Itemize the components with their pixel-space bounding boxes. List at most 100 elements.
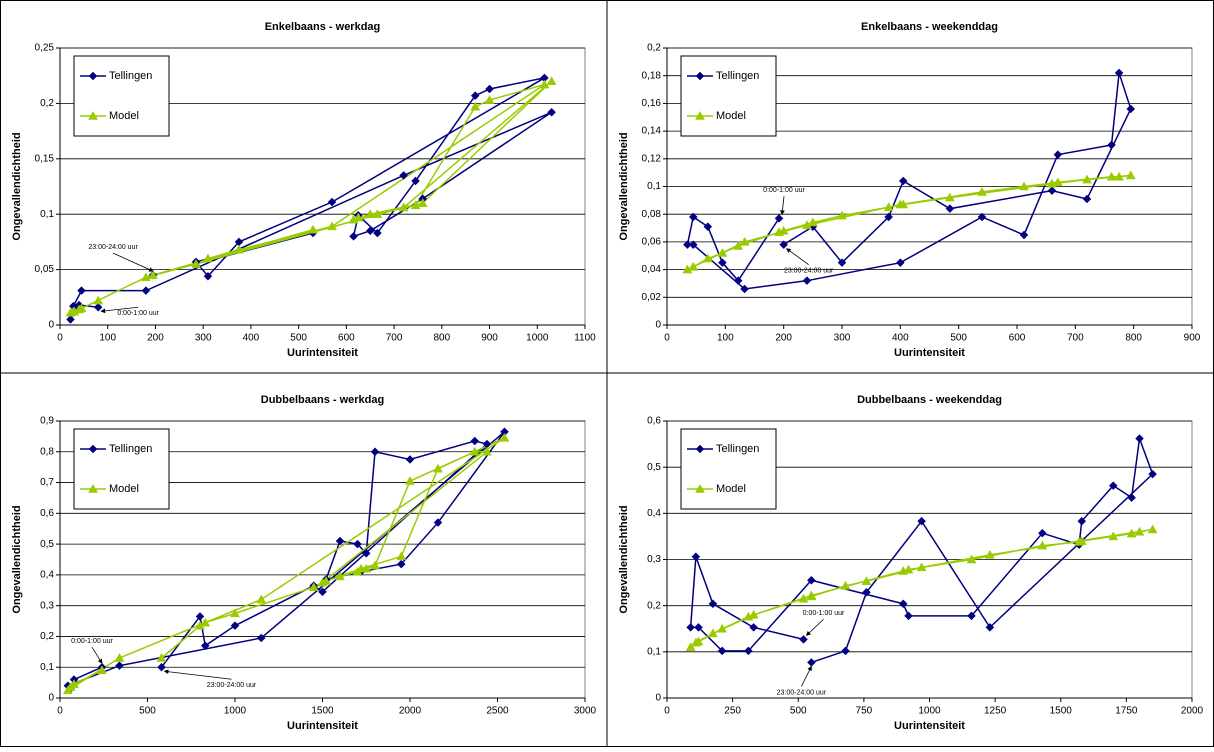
x-tick-label: 500: [950, 333, 967, 344]
diamond-marker: [1019, 230, 1029, 240]
triangle-marker: [695, 110, 705, 120]
y-tick-label: 0,14: [642, 126, 662, 137]
x-tick-label: 500: [139, 706, 156, 717]
x-tick-label: 800: [433, 333, 450, 344]
x-tick-label: 200: [147, 333, 164, 344]
y-tick-label: 0,04: [642, 264, 662, 275]
diamond-marker: [740, 284, 749, 294]
y-tick-label: 0,2: [40, 631, 54, 642]
triangle-marker: [68, 306, 79, 316]
y-tick-label: 0: [655, 693, 661, 704]
diamond-marker: [802, 276, 812, 286]
x-tick-label: 900: [1184, 333, 1201, 344]
x-tick-label: 900: [481, 333, 498, 344]
diamond-marker: [917, 516, 926, 526]
y-tick-label: 0,06: [642, 237, 662, 248]
triangle-marker: [1052, 177, 1063, 187]
triangle-marker: [693, 636, 704, 646]
legend-label: Model: [109, 110, 139, 122]
annotation-arrow: [805, 619, 824, 636]
annotation: 0:00-1:00 uur: [117, 310, 159, 317]
diamond-marker: [841, 646, 850, 656]
triangle-marker: [353, 212, 364, 222]
legend-box: [680, 55, 777, 137]
y-tick-label: 0,9: [40, 416, 54, 427]
chart-panel: 0 0,05 0,1 0,15 0,2 0,25 0 100 200 300 400 500 600 70…: [11, 21, 596, 359]
triangle-marker: [148, 270, 158, 279]
x-tick-label: 1500: [1050, 706, 1073, 717]
y-axis-title: Ongevallendichtheid: [11, 505, 23, 613]
diamond-marker: [703, 222, 713, 232]
triangle-marker: [539, 79, 550, 89]
triangle-marker: [898, 199, 909, 209]
x-axis-title: Uurintensiteit: [287, 347, 358, 359]
diamond-marker: [799, 635, 808, 644]
triangle-marker: [861, 576, 872, 585]
triangle-marker: [308, 224, 318, 234]
x-tick-label: 400: [243, 333, 260, 344]
y-tick-label: 0,1: [40, 662, 54, 673]
diamond-marker: [485, 84, 494, 94]
diamond-marker: [361, 548, 371, 558]
triangle-marker: [327, 221, 337, 231]
triangle-marker: [195, 620, 205, 630]
triangle-marker: [200, 617, 211, 627]
x-tick-label: 300: [195, 333, 212, 344]
legend-label: Tellingen: [716, 70, 759, 82]
x-tick-label: 1750: [1115, 706, 1138, 717]
y-axis-title: Ongevallendichtheid: [618, 132, 630, 240]
y-tick-label: 0: [655, 320, 661, 331]
legend-label: Model: [716, 483, 746, 495]
triangle-marker: [1108, 531, 1119, 541]
y-axis-title: Ongevallendichtheid: [11, 132, 23, 240]
triangle-marker: [903, 564, 914, 574]
x-tick-label: 800: [1125, 333, 1142, 344]
annotation: 0:00-1:00 uur: [71, 638, 113, 645]
x-tick-label: 0: [664, 333, 670, 344]
x-tick-label: 2000: [1181, 706, 1204, 717]
diamond-marker: [399, 171, 408, 180]
y-tick-label: 0,2: [647, 600, 661, 611]
annotation-arrow: [801, 665, 812, 687]
y-tick-label: 0,4: [40, 570, 54, 581]
annotation-arrow: [786, 248, 809, 265]
diamond-marker: [93, 302, 103, 312]
y-tick-label: 0,5: [647, 462, 661, 473]
triangle-marker: [837, 210, 847, 220]
legend-label: Tellingen: [109, 443, 152, 455]
series-line: [67, 437, 505, 691]
triangle-marker: [97, 665, 107, 675]
y-tick-label: 0,5: [40, 539, 54, 550]
triangle-marker: [396, 551, 407, 561]
diamond-marker: [327, 197, 337, 207]
triangle-marker: [685, 642, 696, 651]
triangle-marker: [370, 560, 380, 570]
diamond-marker: [157, 662, 166, 672]
chart-title: Dubbelbaans - werkdag: [261, 394, 384, 406]
diamond-marker: [718, 258, 727, 268]
triangle-marker: [230, 608, 240, 618]
chart-title: Enkelbaans - werkdag: [265, 21, 381, 33]
x-tick-label: 100: [99, 333, 116, 344]
diamond-marker: [717, 646, 727, 656]
x-axis-title: Uurintensiteit: [894, 347, 965, 359]
triangle-marker: [335, 571, 345, 581]
triangle-marker: [352, 566, 363, 576]
triangle-marker: [916, 562, 927, 572]
diamond-marker: [862, 587, 871, 597]
y-tick-label: 0,16: [642, 98, 662, 109]
x-tick-label: 1100: [574, 333, 596, 344]
diamond-marker: [1135, 434, 1144, 443]
y-tick-label: 0: [48, 693, 54, 704]
diamond-marker: [1053, 150, 1063, 159]
annotation: 23:00-24:00 uur: [784, 268, 834, 275]
y-axis-title: Ongevallendichtheid: [618, 505, 630, 613]
diamond-marker: [694, 623, 703, 632]
y-tick-label: 0: [48, 320, 54, 331]
triangle-marker: [1106, 171, 1117, 181]
triangle-marker: [469, 446, 480, 456]
triangle-marker: [417, 198, 428, 207]
triangle-marker: [405, 476, 415, 485]
chart-panel: 0 0,02 0,04 0,06 0,08 0,1 0,12 0,14 0,16 0,18 0,2 0…: [618, 21, 1201, 359]
diamond-marker: [985, 623, 995, 632]
